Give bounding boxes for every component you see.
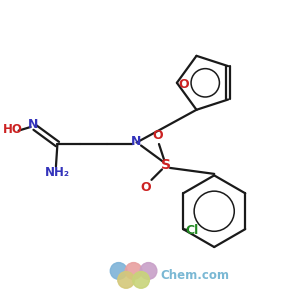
Text: O: O [178,78,189,91]
Text: NH₂: NH₂ [45,166,70,179]
Circle shape [118,272,134,288]
Text: N: N [131,134,142,148]
Circle shape [110,262,127,279]
Text: HO: HO [3,123,22,136]
Text: O: O [140,181,151,194]
Text: O: O [152,129,163,142]
Circle shape [140,262,157,279]
Circle shape [133,272,149,288]
Text: N: N [28,118,39,131]
Circle shape [125,262,142,279]
Text: Cl: Cl [185,224,198,237]
Text: Chem.com: Chem.com [160,269,229,282]
Text: S: S [161,158,171,172]
